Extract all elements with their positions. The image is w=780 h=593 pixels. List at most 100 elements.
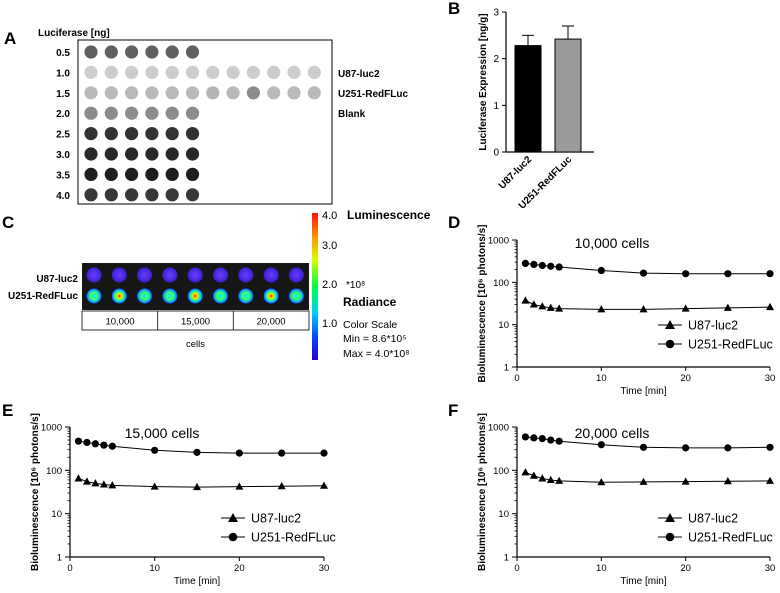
blot-dot: [145, 65, 159, 79]
y-tick-label: 1: [504, 363, 509, 374]
blot-dot: [185, 86, 200, 100]
well-u251: [238, 288, 254, 304]
blot-dot: [104, 86, 118, 100]
data-point-u87: [766, 302, 774, 311]
blot-dot: [165, 106, 179, 120]
data-point-u251: [682, 270, 690, 278]
legend-label: U251-RedFLuc: [688, 531, 773, 545]
data-point-u251: [530, 260, 538, 269]
blot-dot: [104, 167, 118, 181]
y-tick-label: 2: [493, 54, 499, 65]
panel-letter-f: F: [448, 401, 458, 420]
data-point-u251: [151, 446, 159, 454]
colorbar-tick-4: 4.0: [322, 210, 337, 222]
blot-dot: [125, 106, 139, 120]
blot-dot: [125, 167, 139, 181]
data-point-u251: [766, 443, 774, 451]
data-point-u251: [108, 442, 116, 450]
cells-label: cells: [186, 339, 205, 350]
data-point-u87: [82, 477, 91, 485]
x-tick-label: 10: [596, 563, 607, 574]
legend-u87: U87-luc2: [338, 69, 380, 80]
data-point-u87: [150, 482, 159, 490]
blot-dot: [307, 65, 321, 79]
data-point-u87: [555, 304, 564, 312]
data-point-u251: [74, 437, 83, 445]
cell-count-20000: 20,000: [256, 317, 285, 328]
data-point-u87: [521, 296, 530, 304]
x-tick-label: 30: [765, 563, 776, 574]
well-u87: [162, 267, 178, 283]
panel-letter-d: D: [448, 213, 460, 232]
x-tick-label: 30: [765, 373, 776, 384]
data-point-u87: [597, 478, 606, 486]
data-point-u251: [639, 443, 648, 451]
data-point-u251: [547, 436, 555, 444]
blot-dot: [145, 188, 159, 202]
blot-dot: [125, 65, 139, 79]
y-axis-label: Bioluminescence [10⁶ photons/s]: [30, 413, 41, 571]
blot-dot: [145, 167, 159, 181]
blot-dot: [125, 188, 139, 202]
luminescence-label: Luminescence: [347, 208, 431, 222]
y-tick-label: 10: [498, 509, 509, 520]
x-axis-label: Time [min]: [620, 576, 667, 587]
blot-membrane: [77, 39, 333, 205]
data-point-u251: [639, 269, 648, 277]
blot-dot: [267, 65, 281, 79]
data-point-u251: [724, 270, 732, 278]
data-point-u87: [723, 303, 732, 311]
row-label: 2.5: [56, 130, 70, 141]
blot-dot: [84, 188, 98, 202]
data-point-u87: [74, 474, 83, 482]
legend-marker-circle: [228, 532, 238, 542]
blot-dot: [185, 147, 200, 161]
series-line-u251: [525, 436, 771, 449]
legend-marker-circle: [665, 339, 675, 349]
data-point-u251: [597, 441, 605, 449]
colorbar-tick-3: 3.0: [322, 240, 337, 252]
blot-dot: [226, 86, 240, 100]
blot-dot: [104, 65, 118, 79]
x-tick-label: 20: [680, 373, 691, 384]
colorbar-tick-2: 2.0: [322, 279, 337, 291]
blot-dot: [165, 127, 179, 141]
data-point-u87: [320, 481, 328, 489]
well-u87: [263, 267, 279, 283]
blot-dot: [104, 45, 118, 59]
row-label: 1.0: [56, 68, 70, 79]
blot-dot: [267, 86, 281, 100]
blot-dot: [165, 86, 179, 100]
color-scale-bar: [312, 213, 318, 360]
well-u251: [111, 288, 127, 304]
data-point-u251: [235, 449, 243, 457]
well-u87: [288, 267, 304, 283]
row-label: 3.0: [56, 150, 70, 161]
x-tick-label: 0: [67, 563, 72, 574]
blot-dot: [145, 106, 159, 120]
data-point-u87: [193, 482, 201, 491]
blot-dot: [165, 45, 179, 59]
blot-dot: [145, 86, 159, 100]
blot-dot: [165, 147, 179, 161]
row-label: 0.5: [56, 48, 70, 59]
series-line-u87: [525, 471, 771, 483]
y-tick-label: 3: [493, 8, 499, 19]
y-axis-label: Bioluminescence [10⁶ photons/s]: [477, 225, 488, 383]
legend-marker-triangle: [228, 513, 238, 522]
data-point-u87: [538, 474, 547, 482]
blot-dot: [84, 167, 98, 181]
panel-letter-e: E: [2, 401, 13, 420]
data-point-u251: [193, 448, 201, 456]
well-u251: [288, 288, 304, 304]
plate-row-u251: U251-RedFLuc: [8, 291, 78, 302]
blot-dot: [145, 147, 159, 161]
y-tick-label: 10: [51, 509, 62, 520]
legend-marker-triangle: [665, 320, 675, 329]
y-tick-label: 1: [57, 553, 62, 564]
data-point-u87: [639, 477, 648, 485]
data-point-u87: [766, 476, 774, 484]
panel-a-dot-blot: Luciferase [ng] 0.5 1.0 1.5 2.0 2.5 3.0 3.5 4.0…: [38, 28, 408, 205]
data-point-u87: [555, 476, 564, 484]
data-point-u87: [99, 480, 108, 488]
